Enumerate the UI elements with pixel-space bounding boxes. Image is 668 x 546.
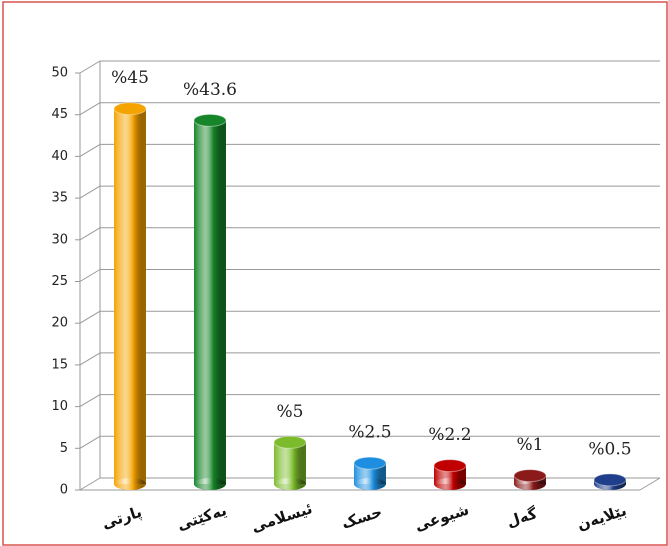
bar-shade bbox=[274, 442, 306, 484]
value-label: %1 bbox=[517, 435, 544, 455]
grid-line bbox=[79, 310, 101, 324]
bar-shade bbox=[114, 108, 146, 484]
bar-base-shade bbox=[194, 478, 226, 490]
value-label: %43.6 bbox=[183, 80, 237, 100]
grid-line bbox=[79, 477, 101, 491]
y-tick-label: 10 bbox=[51, 399, 68, 414]
bar-top bbox=[513, 469, 547, 483]
grid-line bbox=[79, 435, 101, 449]
floor-edge bbox=[639, 477, 661, 491]
value-label: %5 bbox=[277, 402, 304, 422]
y-tick-label: 25 bbox=[51, 274, 68, 289]
bar-top bbox=[593, 473, 627, 487]
bar-top bbox=[193, 113, 227, 127]
grid-line bbox=[79, 60, 101, 74]
y-tick-label: 0 bbox=[60, 483, 68, 498]
value-label: %2.5 bbox=[348, 423, 391, 443]
y-tick-label: 15 bbox=[51, 357, 68, 372]
y-tick-label: 30 bbox=[51, 232, 68, 247]
y-tick-label: 45 bbox=[51, 107, 68, 122]
bar-top bbox=[273, 435, 307, 449]
value-label: %2.2 bbox=[428, 425, 471, 445]
grid-line bbox=[79, 269, 101, 282]
bar-top bbox=[353, 456, 387, 470]
bar-top bbox=[113, 102, 147, 116]
bar-base-shade bbox=[514, 478, 546, 490]
bar-base-shade bbox=[274, 478, 306, 490]
y-tick-label: 20 bbox=[51, 316, 68, 331]
y-tick-label: 40 bbox=[51, 149, 68, 164]
grid-line bbox=[79, 227, 101, 241]
bar-top bbox=[433, 459, 467, 473]
grid-line bbox=[79, 352, 101, 366]
value-label: %45 bbox=[111, 68, 149, 88]
y-tick-label: 35 bbox=[51, 191, 68, 206]
bar-shade bbox=[194, 120, 226, 484]
grid-line bbox=[79, 102, 101, 116]
bar-shade bbox=[354, 463, 386, 484]
grid-line bbox=[79, 185, 101, 199]
value-label: %0.5 bbox=[588, 439, 631, 459]
grid-line bbox=[79, 394, 101, 408]
y-tick-label: 5 bbox=[60, 441, 68, 456]
y-tick-label: 50 bbox=[51, 66, 68, 81]
bar-base-shade bbox=[114, 478, 146, 490]
bar-base-shade bbox=[434, 478, 466, 490]
bar-base-shade bbox=[354, 478, 386, 490]
grid-line bbox=[79, 143, 101, 157]
